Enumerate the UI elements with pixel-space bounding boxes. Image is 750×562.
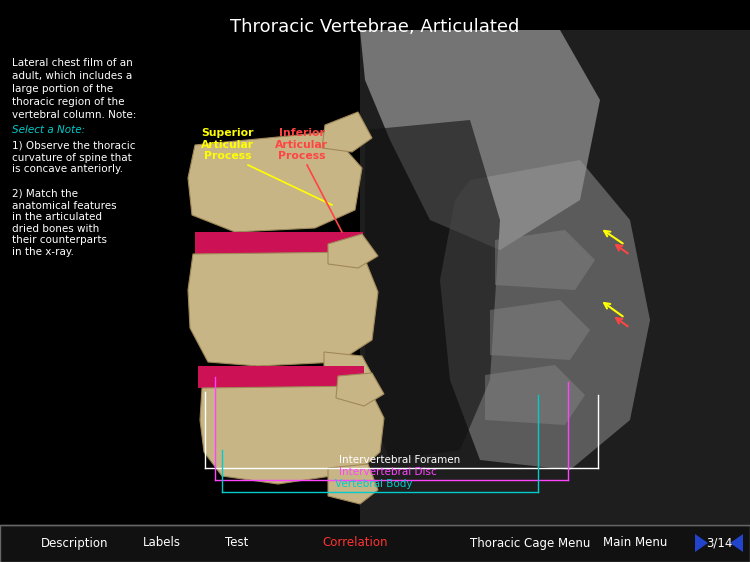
Polygon shape (730, 534, 743, 552)
Polygon shape (322, 112, 372, 152)
Polygon shape (490, 300, 590, 360)
Text: Superior
Articular
Process: Superior Articular Process (202, 128, 254, 161)
Polygon shape (328, 234, 378, 268)
Bar (360, 30, 750, 525)
Polygon shape (200, 386, 384, 484)
Text: Inferior
Articular
Process: Inferior Articular Process (275, 128, 328, 161)
Polygon shape (188, 132, 362, 232)
Polygon shape (188, 252, 378, 366)
Text: thoracic region of the: thoracic region of the (12, 97, 125, 107)
Text: Throracic Vertebrae, Articulated: Throracic Vertebrae, Articulated (230, 18, 520, 36)
Bar (195, 232, 363, 254)
Polygon shape (324, 352, 374, 390)
Text: Intervertebral Foramen: Intervertebral Foramen (339, 455, 460, 465)
Text: Description: Description (41, 537, 109, 550)
Text: Thoracic Cage Menu: Thoracic Cage Menu (470, 537, 590, 550)
Polygon shape (365, 120, 500, 460)
Text: large portion of the: large portion of the (12, 84, 113, 94)
Text: Vertebral Body: Vertebral Body (335, 479, 412, 489)
Text: vertebral column. Note:: vertebral column. Note: (12, 110, 136, 120)
Polygon shape (328, 464, 378, 504)
Bar (198, 366, 364, 388)
Text: Lateral chest film of an: Lateral chest film of an (12, 58, 133, 68)
Text: Intervertebral Disc: Intervertebral Disc (339, 467, 436, 477)
Text: 2) Match the
anatomical features
in the articulated
dried bones with
their count: 2) Match the anatomical features in the … (12, 189, 117, 257)
Polygon shape (695, 534, 708, 552)
Polygon shape (360, 30, 600, 250)
Text: Main Menu: Main Menu (603, 537, 668, 550)
Text: Select a Note:: Select a Note: (12, 125, 85, 135)
Bar (0, 525, 750, 562)
Polygon shape (485, 365, 585, 425)
Text: Correlation: Correlation (322, 537, 388, 550)
Text: Labels: Labels (143, 537, 181, 550)
Text: 1) Observe the thoracic
curvature of spine that
is concave anteriorly.: 1) Observe the thoracic curvature of spi… (12, 141, 136, 174)
Polygon shape (440, 160, 650, 470)
Text: 3/14: 3/14 (706, 537, 732, 550)
Text: adult, which includes a: adult, which includes a (12, 71, 132, 81)
Polygon shape (495, 230, 595, 290)
Polygon shape (336, 373, 384, 406)
Text: Test: Test (225, 537, 249, 550)
